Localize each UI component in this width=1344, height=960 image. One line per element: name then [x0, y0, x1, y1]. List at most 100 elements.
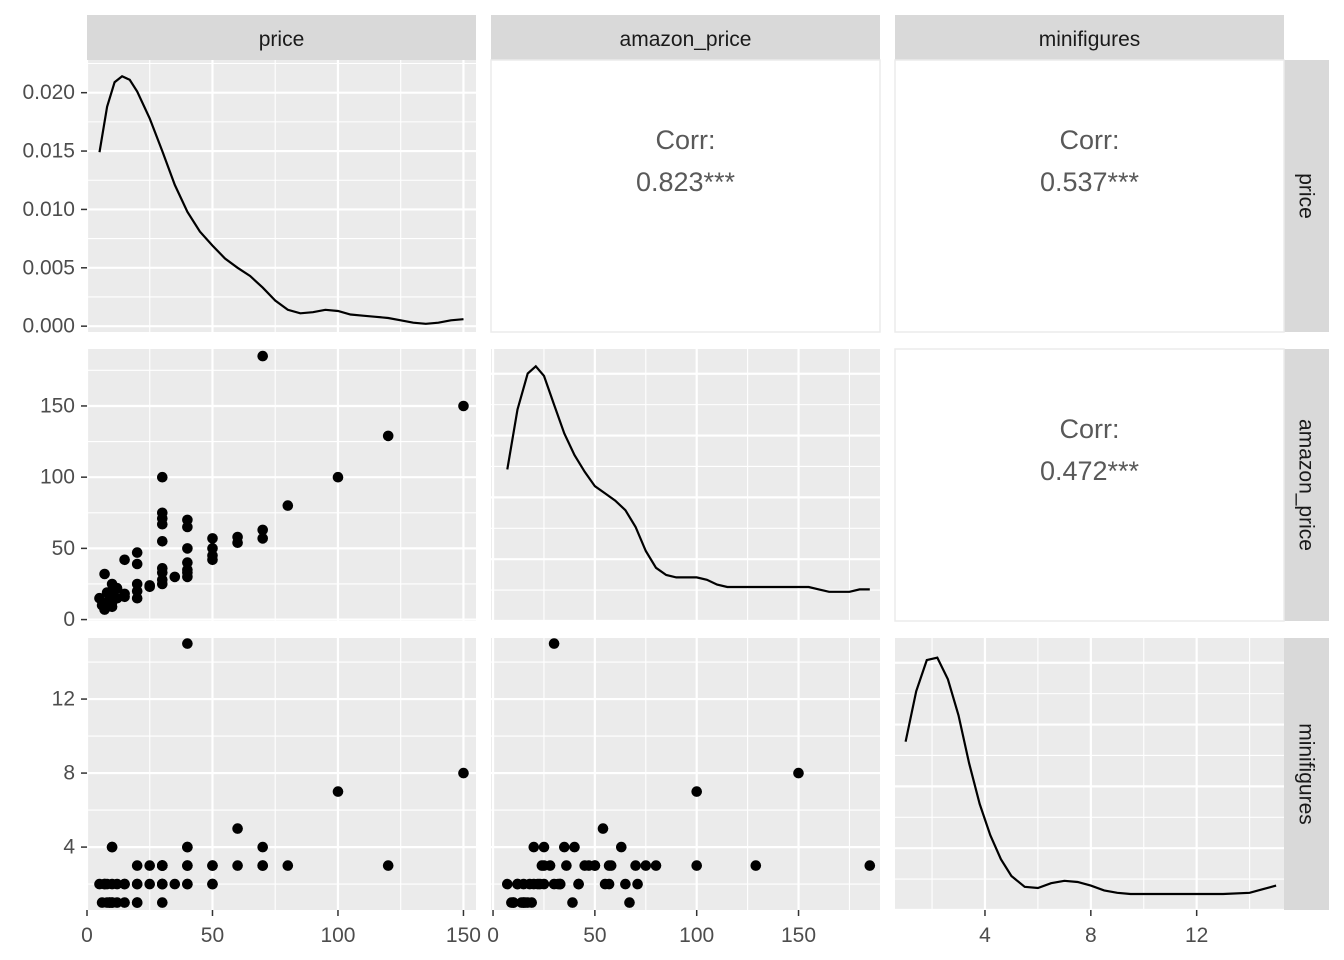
corr-panel-amazon_price-minifigures: Corr: 0.472***	[894, 348, 1285, 622]
strip-right-label: amazon_price	[1295, 419, 1318, 551]
scatter-point	[793, 767, 804, 779]
scatter-point	[620, 878, 631, 890]
scatter-point	[559, 841, 570, 853]
panel-background	[490, 59, 881, 333]
panel-background	[87, 60, 476, 332]
scatter-point	[691, 860, 702, 871]
scatter-point	[119, 897, 130, 908]
scatter-point	[232, 537, 243, 548]
scatter-point	[182, 860, 193, 871]
density-curve-minifigures	[904, 656, 1277, 896]
x-tick-label: 150	[446, 924, 481, 947]
scatter-point	[573, 878, 584, 890]
scatter-point	[131, 558, 143, 570]
scatter-point	[616, 841, 627, 853]
scatter-point	[157, 536, 168, 547]
scatter-point	[106, 841, 118, 853]
y-tick-label: 4	[63, 836, 75, 859]
strip-right-price	[1284, 60, 1329, 332]
scatter-point	[630, 860, 641, 871]
scatter-point	[579, 860, 590, 871]
corr-label: Corr:	[656, 125, 716, 155]
scatter-point	[119, 554, 130, 566]
scatter-point	[131, 860, 143, 871]
panel-background	[87, 349, 476, 621]
scatter-point	[640, 860, 652, 871]
scatter-point	[131, 585, 143, 597]
y-tick-label: 12	[52, 688, 75, 711]
scatter-point	[157, 878, 168, 890]
scatter-point	[691, 786, 702, 797]
scatter-point	[458, 767, 469, 779]
x-tick-label: 0	[487, 924, 499, 947]
panel-minifigures-amazon_price	[491, 638, 880, 910]
scatter-point	[232, 860, 243, 871]
scatter-point	[207, 550, 218, 561]
corr-value: 0.823***	[636, 167, 736, 197]
y-tick-label: 100	[40, 466, 75, 489]
corr-panel-price-amazon_price: Corr: 0.823***	[490, 59, 881, 333]
y-tick-label: 0.000	[22, 315, 75, 338]
strip-top-label: amazon_price	[620, 28, 752, 51]
scatter-point	[144, 878, 155, 890]
strip-right-minifigures	[1284, 638, 1329, 910]
scatter-point	[99, 568, 110, 580]
scatter-point	[182, 521, 193, 533]
scatter-point	[528, 841, 540, 853]
scatter-point	[119, 588, 130, 600]
panel-minifigures-price	[85, 638, 476, 910]
scatter-point	[632, 878, 643, 890]
scatter-point	[282, 860, 294, 871]
scatter-point	[119, 878, 130, 890]
density-curve-price	[98, 75, 464, 325]
density-curve-amazon_price	[506, 364, 870, 593]
scatter-point	[182, 543, 193, 554]
strip-right-label: price	[1295, 173, 1318, 219]
x-tick-label: 50	[201, 924, 224, 947]
scatter-point	[169, 571, 181, 583]
scatter-point	[257, 524, 269, 536]
y-tick-label: 8	[63, 762, 75, 785]
scatter-point	[567, 897, 578, 908]
scatter-point	[257, 350, 269, 362]
scatter-point	[382, 860, 394, 871]
scatter-point	[589, 860, 601, 871]
y-tick-label: 150	[40, 394, 75, 417]
scatter-point	[538, 841, 550, 853]
scatter-point	[131, 547, 143, 558]
y-tick-label: 0.005	[22, 256, 75, 279]
scatter-point	[182, 557, 193, 568]
scatter-point	[650, 860, 662, 871]
strip-top-label: minifigures	[1039, 28, 1141, 51]
corr-panel-price-minifigures: Corr: 0.537***	[894, 59, 1285, 333]
scatter-point	[182, 878, 193, 890]
scatter-point	[157, 507, 168, 519]
x-tick-label: 12	[1185, 924, 1208, 947]
corr-label: Corr:	[1060, 414, 1120, 444]
scatter-point	[207, 533, 218, 544]
strip-top-amazon_price	[491, 15, 880, 60]
scatter-point	[554, 878, 566, 890]
scatter-point	[382, 430, 394, 442]
panel-amazon_price-amazon_price	[491, 349, 880, 623]
scatter-point	[111, 878, 123, 890]
panel-price-price	[85, 60, 476, 332]
panel-minifigures-minifigures	[895, 638, 1284, 912]
scatter-point	[282, 500, 294, 511]
x-tick-label: 4	[979, 924, 991, 947]
scatter-point	[169, 878, 181, 890]
x-tick-label: 100	[679, 924, 714, 947]
strip-top-label: price	[259, 28, 305, 51]
y-tick-label: 0.010	[22, 198, 75, 221]
scatter-point	[257, 860, 269, 871]
strip-right-amazon_price	[1284, 349, 1329, 621]
scatter-point	[182, 638, 193, 649]
scatter-point	[232, 823, 243, 834]
scatter-point	[458, 400, 469, 412]
scatter-point	[257, 841, 269, 853]
scatter-point	[603, 860, 615, 871]
scatter-point	[157, 567, 168, 578]
scatter-point	[157, 578, 168, 590]
scatter-point	[106, 601, 118, 613]
